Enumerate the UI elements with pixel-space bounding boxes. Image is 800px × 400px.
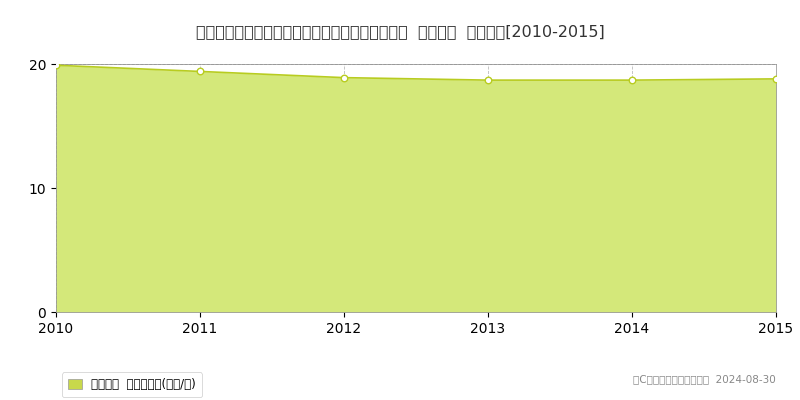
Point (338, 74, 350, 81)
Legend: 地価公示  平均嵪単価(万円/嵪): 地価公示 平均嵪単価(万円/嵪) (62, 372, 202, 397)
Text: （C）土地価格ドットコム  2024-08-30: （C）土地価格ドットコム 2024-08-30 (634, 374, 776, 384)
Point (194, 68, 206, 75)
Point (770, 76, 782, 82)
Text: 埼玉県富士見市大字南畑新田字登戸１７２番３外  地価公示  地価推移[2010-2015]: 埼玉県富士見市大字南畑新田字登戸１７２番３外 地価公示 地価推移[2010-20… (196, 24, 604, 39)
Point (626, 77, 638, 83)
Point (482, 77, 494, 83)
Point (50, 62, 62, 68)
